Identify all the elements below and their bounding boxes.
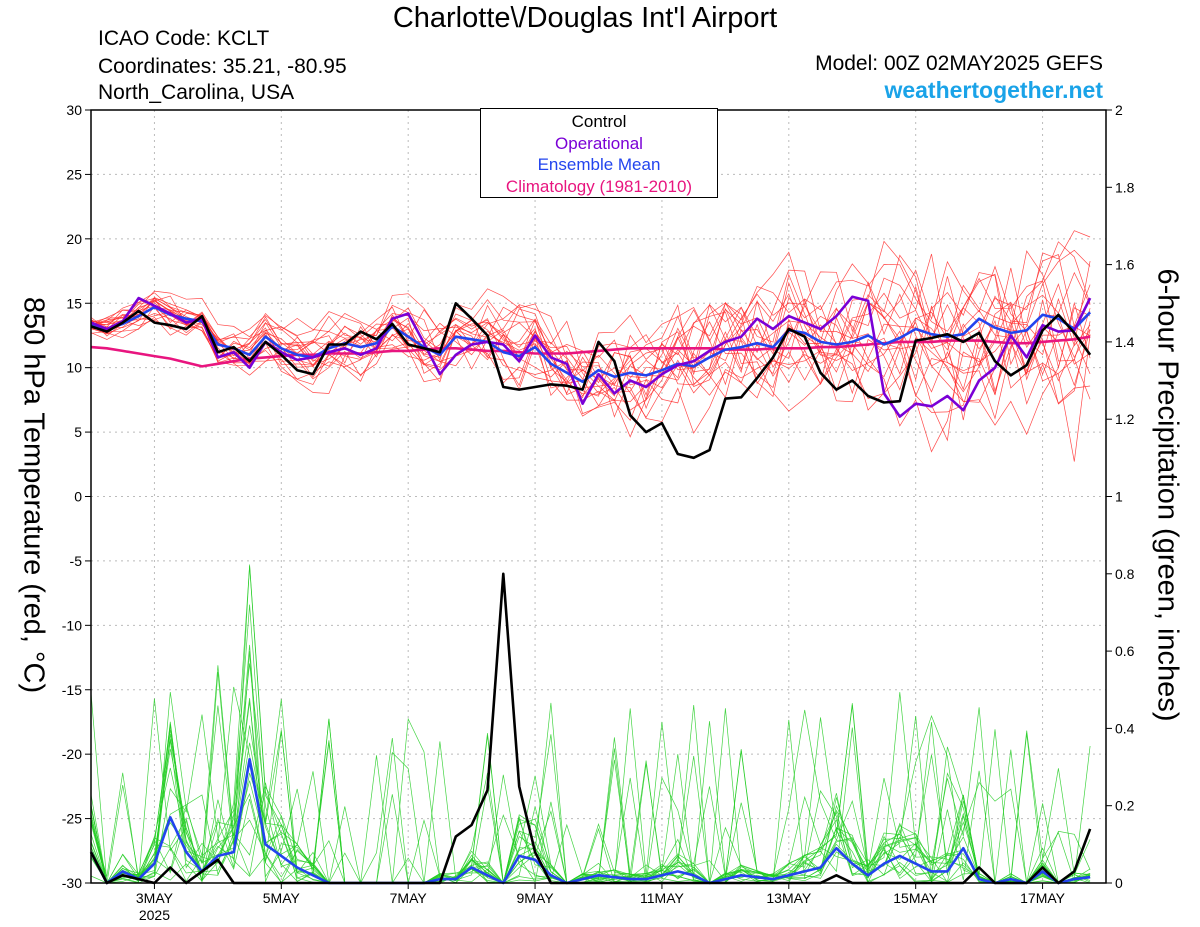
precip-member-line <box>90 698 1091 884</box>
precip-member-line <box>90 564 1091 884</box>
x-tick-label: 17MAY <box>1020 890 1066 906</box>
temp-member-line <box>90 253 1091 403</box>
y2-tick-label: 1.2 <box>1115 411 1135 427</box>
legend-entry-operational: Operational <box>555 133 643 153</box>
y-tick-label: -30 <box>62 875 82 891</box>
y2-tick-label: 0.8 <box>1115 566 1135 582</box>
precip-member-line <box>90 703 1091 884</box>
precip-member-line <box>90 686 1091 884</box>
precip-member-line <box>90 714 1091 884</box>
region-label: North_Carolina, USA <box>98 81 295 104</box>
y-tick-label: 25 <box>66 166 82 182</box>
y2-tick-label: 1.4 <box>1115 334 1135 350</box>
legend-entry-climatology: Climatology (1981-2010) <box>505 176 693 196</box>
temp-member-line <box>90 250 1091 421</box>
ensemble-members-temp <box>90 230 1091 462</box>
temp-member-line <box>90 288 1091 453</box>
icao-code: ICAO Code: KCLT <box>98 27 270 50</box>
chart-title: Charlotte\/Douglas Int'l Airport <box>392 2 778 34</box>
legend: Control Operational Ensemble Mean Climat… <box>480 108 718 198</box>
x-tick-sublabel: 2025 <box>139 907 170 923</box>
temp-member-line <box>90 251 1091 410</box>
series-line-ensemble-mean <box>90 305 1092 384</box>
precip-member-line <box>90 717 1091 885</box>
series-line-ensemble-mean-precipitation <box>89 757 1091 885</box>
temp-member-line <box>90 249 1091 399</box>
x-tick-label: 5MAY <box>263 890 301 906</box>
temp-member-line <box>90 263 1091 438</box>
x-tick-label: 15MAY <box>893 890 939 906</box>
x-tick-label: 9MAY <box>517 890 555 906</box>
y2-tick-label: 0.2 <box>1115 798 1135 814</box>
temp-member-line <box>90 297 1091 462</box>
precip-member-line <box>90 604 1091 884</box>
left-axis-ticks: 30 25 20 15 10 5 0 -5 -10 -15 -20 -25 -30 <box>62 102 91 891</box>
y2-tick-label: 1 <box>1115 489 1123 505</box>
y-tick-label: 5 <box>74 424 82 440</box>
y-tick-label: 30 <box>66 102 82 118</box>
y-tick-label: 20 <box>66 231 82 247</box>
y-tick-label: 15 <box>66 295 82 311</box>
x-tick-label: 3MAY <box>136 890 174 906</box>
y2-tick-label: 0 <box>1115 875 1123 891</box>
series-line-operational <box>90 295 1092 418</box>
temp-member-line <box>90 254 1091 404</box>
x-tick-label: 11MAY <box>640 890 684 906</box>
y2-tick-label: 0.6 <box>1115 643 1135 659</box>
y2-tick-label: 0.4 <box>1115 720 1135 736</box>
y2-tick-label: 1.6 <box>1115 257 1135 273</box>
temp-member-line <box>90 273 1091 399</box>
model-run-label: Model: 00Z 02MAY2025 GEFS <box>815 52 1103 75</box>
y-tick-label: -15 <box>62 682 82 698</box>
y-axis-label-left: 850 hPa Temperature (red, °C) <box>17 296 50 694</box>
y2-tick-label: 1.8 <box>1115 179 1135 195</box>
ensemble-members-precip <box>90 564 1091 885</box>
site-link[interactable]: weathertogether.net <box>884 77 1103 103</box>
x-tick-label: 13MAY <box>766 890 812 906</box>
series-line-climatology-1981-2010 <box>90 335 1091 368</box>
right-axis-ticks: 2 1.8 1.6 1.4 1.2 1 0.8 0.6 0.4 0.2 0 <box>1106 102 1135 891</box>
x-tick-label: 7MAY <box>390 890 428 906</box>
precip-member-line <box>90 719 1091 884</box>
y-tick-label: -20 <box>62 746 82 762</box>
legend-entry-control: Control <box>571 112 627 131</box>
y-axis-label-right: 6-hour Precipitation (green, inches) <box>1151 268 1184 722</box>
y-tick-label: 10 <box>66 360 82 376</box>
precip-member-line <box>90 651 1091 884</box>
y-tick-label: -10 <box>62 617 82 633</box>
y-tick-label: 0 <box>74 489 82 505</box>
coordinates: Coordinates: 35.21, -80.95 <box>98 55 347 78</box>
y2-tick-label: 2 <box>1115 102 1123 118</box>
y-tick-label: -25 <box>62 811 82 827</box>
precip-member-line <box>90 701 1091 884</box>
legend-entry-ensemble-mean: Ensemble Mean <box>537 155 661 174</box>
series-line-control <box>90 301 1092 460</box>
y-tick-label: -5 <box>70 553 83 569</box>
